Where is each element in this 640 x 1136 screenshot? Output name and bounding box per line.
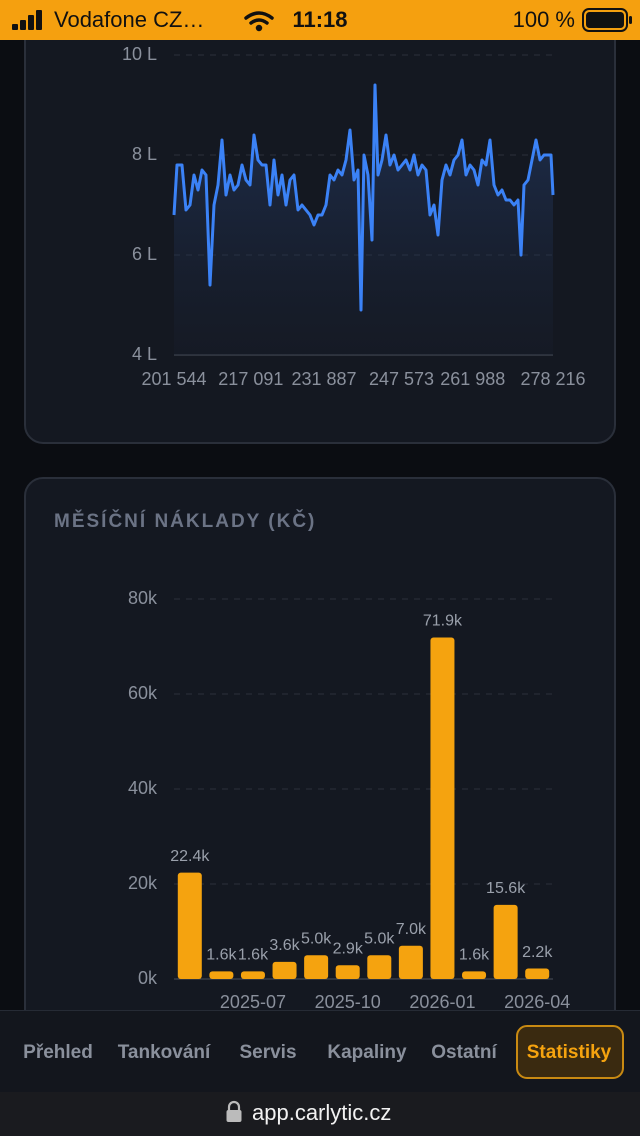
bar bbox=[462, 971, 487, 979]
url-bar bbox=[0, 1092, 640, 1136]
tab[interactable]: Statistiky bbox=[527, 1042, 612, 1063]
status-bar bbox=[0, 0, 640, 40]
x-tick-label: 278 216 bbox=[520, 369, 585, 389]
value-label: 22.4k bbox=[170, 848, 210, 865]
y-tick-label: 60k bbox=[128, 683, 158, 703]
x-tick-label: 201 544 bbox=[141, 369, 206, 389]
x-tick-label: 2025-10 bbox=[315, 992, 381, 1012]
x-tick-label: 247 573 bbox=[369, 369, 434, 389]
x-tick-label: 261 988 bbox=[440, 369, 505, 389]
y-tick-label: 6 L bbox=[132, 244, 157, 264]
tab[interactable]: Přehled bbox=[23, 1042, 93, 1063]
value-label: 2.9k bbox=[333, 940, 364, 957]
bar bbox=[398, 945, 423, 979]
value-label: 3.6k bbox=[269, 937, 300, 954]
value-label: 1.6k bbox=[459, 947, 490, 964]
y-tick-label: 0k bbox=[138, 968, 158, 988]
y-tick-label: 40k bbox=[128, 778, 158, 798]
bar bbox=[525, 968, 550, 979]
y-tick-label: 4 L bbox=[132, 344, 157, 364]
bar bbox=[240, 971, 265, 979]
y-tick-label: 10 L bbox=[122, 44, 157, 64]
charts: 4 L 6 L 8 L 10 L 201 544 217 091 231 887 247 57… bbox=[122, 44, 586, 1012]
wifi-icon bbox=[244, 11, 274, 32]
active-tab-highlight bbox=[516, 1025, 624, 1079]
tab[interactable]: Ostatní bbox=[431, 1042, 497, 1063]
x-tick-label: 217 091 bbox=[218, 369, 283, 389]
x-tick-label: 2025-07 bbox=[220, 992, 286, 1012]
value-label: 15.6k bbox=[486, 880, 526, 897]
value-label: 1.6k bbox=[238, 947, 269, 964]
tabs: Přehled Tankování Servis Kapaliny Ostatní Sta… bbox=[23, 1042, 612, 1063]
y-tick-label: 80k bbox=[128, 588, 158, 608]
signal-icon bbox=[12, 10, 42, 30]
tab[interactable]: Kapaliny bbox=[327, 1042, 407, 1063]
card bbox=[24, 477, 616, 1079]
x-tick-label: 2026-01 bbox=[409, 992, 475, 1012]
bar bbox=[493, 904, 518, 979]
y-tick-label: 20k bbox=[128, 873, 158, 893]
x-tick-label: 231 887 bbox=[291, 369, 356, 389]
lock-icon bbox=[226, 1100, 242, 1122]
clock: 11:18 bbox=[292, 7, 347, 32]
tab[interactable]: Tankování bbox=[118, 1042, 211, 1063]
bar bbox=[177, 872, 202, 979]
carrier: Vodafone CZ… bbox=[54, 7, 204, 32]
value-label: 71.9k bbox=[423, 613, 463, 630]
value-label: 7.0k bbox=[396, 921, 427, 938]
bar bbox=[430, 637, 455, 979]
value-label: 2.2k bbox=[522, 944, 553, 961]
bar bbox=[209, 971, 234, 979]
bar bbox=[335, 965, 360, 979]
value-label: 5.0k bbox=[301, 930, 332, 947]
y-tick-label: 8 L bbox=[132, 144, 157, 164]
bar bbox=[272, 961, 297, 979]
bar bbox=[367, 955, 392, 979]
battery-level: 100 % bbox=[513, 7, 575, 32]
tab[interactable]: Servis bbox=[239, 1042, 296, 1063]
url: app.carlytic.cz bbox=[252, 1100, 391, 1125]
value-label: 1.6k bbox=[206, 947, 237, 964]
x-tick-label: 2026-04 bbox=[504, 992, 570, 1012]
card-title: MĚSÍČNÍ NÁKLADY (KČ) bbox=[54, 510, 316, 532]
value-label: 5.0k bbox=[364, 930, 395, 947]
line bbox=[172, 83, 555, 312]
bar bbox=[304, 955, 329, 979]
battery-icon bbox=[582, 8, 632, 32]
